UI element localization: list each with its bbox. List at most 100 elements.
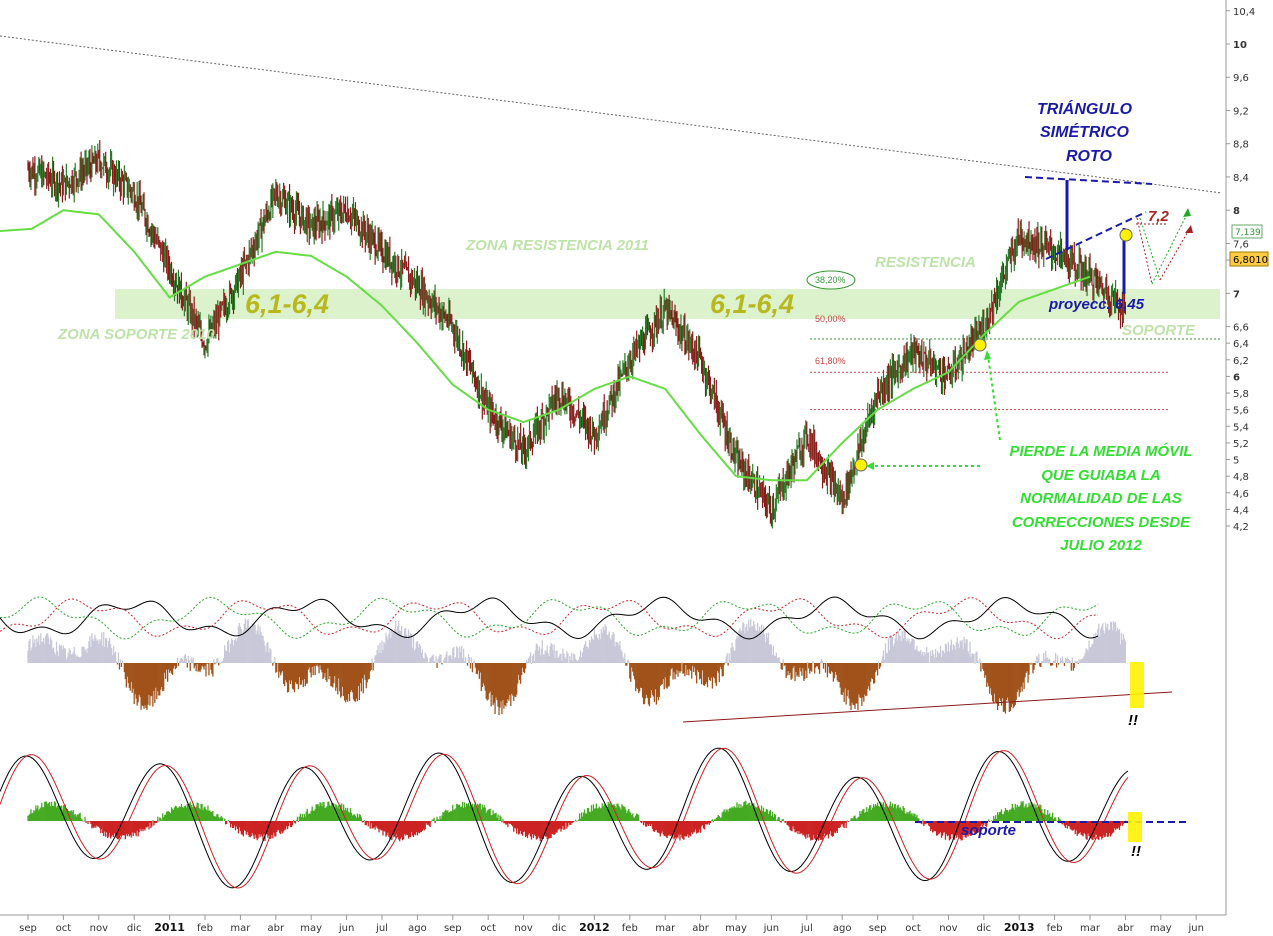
- soporte-label: SOPORTE: [1122, 322, 1196, 339]
- y-tick-label: 5: [1233, 456, 1239, 467]
- x-tick-label: dic: [127, 923, 142, 934]
- x-tick-label: 2012: [579, 921, 610, 934]
- warning-ind2: !!: [1131, 843, 1141, 860]
- x-tick-label: may: [725, 923, 747, 934]
- x-tick-label: may: [300, 923, 322, 934]
- x-tick-label: jul: [375, 923, 388, 934]
- y-tick-label: 8,4: [1233, 173, 1249, 184]
- price-flag-last: [1229, 251, 1269, 267]
- y-tick-label: 7: [1233, 289, 1240, 300]
- x-tick-label: sep: [19, 923, 37, 934]
- y-tick-label: 4,4: [1233, 505, 1249, 516]
- x-axis: sep oct nov dic 2011 feb mar abr may jun jul ago sep…: [19, 915, 1204, 934]
- fib-382-label: 38,20%: [815, 275, 846, 285]
- x-tick-label: feb: [622, 923, 638, 934]
- y-tick-label: 10,4: [1233, 7, 1255, 18]
- x-tick-label: jul: [800, 923, 813, 934]
- x-tick-label: dic: [552, 923, 567, 934]
- zone-support-2010-label: ZONA SOPORTE 2010: [58, 326, 215, 343]
- x-tick-label: 2011: [154, 921, 185, 934]
- ind2-macd-line: [0, 747, 1129, 889]
- y-tick-label: 6,6: [1233, 323, 1249, 334]
- y-tick-label: 7,6: [1233, 239, 1249, 250]
- ind1-highlight: [1130, 662, 1144, 708]
- pierde-line-4: CORRECCIONES DESDE: [1011, 513, 1191, 531]
- projection-arrows: [1136, 208, 1193, 285]
- price-flag-secondary: [1231, 224, 1263, 239]
- x-tick-label: ago: [833, 923, 852, 934]
- x-tick-label: may: [1150, 923, 1172, 934]
- range-left-label: 6,1-6,4: [245, 289, 329, 319]
- x-tick-label: abr: [268, 923, 285, 934]
- moving-average-line: [0, 209, 1091, 482]
- y-tick-label: 8: [1233, 206, 1240, 217]
- ma-touch-markers: [854, 228, 1133, 472]
- triangle-title-line3: ROTO: [1066, 148, 1112, 165]
- x-tick-label: mar: [230, 923, 251, 934]
- y-tick-label: 8,8: [1233, 140, 1249, 151]
- fib-618-label: 61,80%: [815, 356, 846, 366]
- long-term-trendline: [0, 35, 1223, 194]
- price-flag-secondary-label: 7,139: [1235, 228, 1261, 238]
- x-tick-label: nov: [514, 923, 532, 934]
- indicator-panel-1: [0, 596, 1127, 716]
- y-tick-label: 10: [1233, 40, 1247, 51]
- fib-382-oval: [806, 270, 856, 290]
- x-tick-label: feb: [197, 923, 213, 934]
- triangle-title-line1: TRIÁNGULO: [1037, 101, 1133, 118]
- x-tick-label: sep: [869, 923, 887, 934]
- ind1-trendline: [682, 691, 1173, 723]
- y-tick-label: 6,4: [1233, 339, 1249, 350]
- pierde-line-5: JULIO 2012: [1060, 537, 1142, 554]
- pierde-line-1: PIERDE LA MEDIA MÓVIL: [1009, 443, 1193, 460]
- y-tick-label: 9,6: [1233, 73, 1249, 84]
- proyecc-label: proyecc. 6,45: [1049, 296, 1145, 313]
- x-tick-label: mar: [655, 923, 676, 934]
- x-tick-label: 2013: [1004, 921, 1035, 934]
- price-bars: [27, 140, 1127, 529]
- x-tick-label: jun: [763, 923, 779, 934]
- soporte-lower-label: soporte: [961, 822, 1017, 839]
- y-tick-label: 5,2: [1233, 439, 1249, 450]
- y-tick-label: 5,4: [1233, 422, 1249, 433]
- target-72-label: 7,2: [1148, 208, 1169, 225]
- ind2-highlight: [1128, 812, 1142, 842]
- y-tick-label: 6: [1233, 372, 1240, 383]
- y-tick-label: 6,2: [1233, 356, 1249, 367]
- resistencia-label: RESISTENCIA: [875, 254, 976, 271]
- y-tick-label: 5,8: [1233, 389, 1249, 400]
- triangle-title-line2: SIMÉTRICO: [1040, 124, 1129, 141]
- fib-500-label: 50,00%: [815, 314, 846, 324]
- y-tick-label: 5,6: [1233, 406, 1249, 417]
- range-right-label: 6,1-6,4: [710, 289, 794, 319]
- pierde-annotation: PIERDE LA MEDIA MÓVIL QUE GUIABA LA NORM…: [980, 440, 1222, 558]
- warning-ind1: !!: [1128, 712, 1138, 729]
- y-tick-label: 4,2: [1233, 522, 1249, 533]
- y-tick-label: 4,8: [1233, 472, 1249, 483]
- x-tick-label: mar: [1080, 923, 1101, 934]
- ind1-oscillator-line: [0, 597, 1099, 640]
- x-tick-label: jun: [1187, 923, 1203, 934]
- x-tick-label: oct: [56, 923, 72, 934]
- pierde-line-2: QUE GUIABA LA: [1041, 466, 1161, 484]
- pierde-line-3: NORMALIDAD DE LAS: [1020, 490, 1182, 507]
- y-tick-label: 9,2: [1233, 106, 1249, 117]
- x-tick-label: sep: [444, 923, 462, 934]
- x-tick-label: nov: [939, 923, 957, 934]
- x-tick-label: feb: [1047, 923, 1063, 934]
- annotation-pointers: [866, 350, 1001, 470]
- x-tick-label: ago: [408, 923, 427, 934]
- x-tick-label: oct: [480, 923, 496, 934]
- ind1-oscillator-line: [0, 596, 1099, 640]
- x-tick-label: abr: [692, 923, 709, 934]
- x-tick-label: oct: [905, 923, 921, 934]
- zone-resistance-2011-label: ZONA RESISTENCIA 2011: [466, 237, 649, 254]
- ind2-macd-line: [0, 747, 1129, 889]
- x-tick-label: nov: [90, 923, 108, 934]
- indicator-panel-2: [0, 747, 1129, 889]
- ind1-oscillator-line: [0, 596, 1099, 640]
- x-tick-label: jun: [338, 923, 354, 934]
- x-tick-label: dic: [976, 923, 991, 934]
- x-tick-label: abr: [1117, 923, 1134, 934]
